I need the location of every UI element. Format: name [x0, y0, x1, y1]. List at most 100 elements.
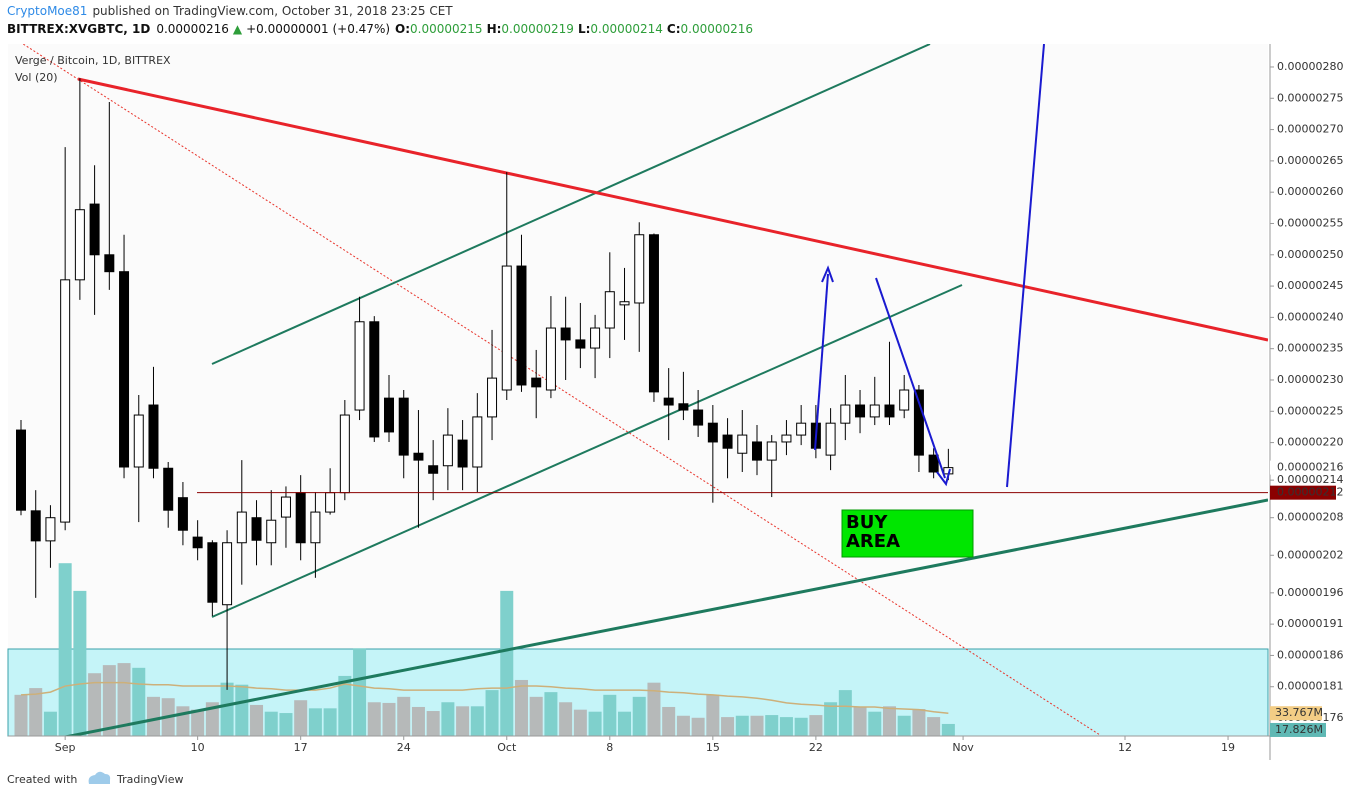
- y-tick-label: 0.00000260: [1277, 185, 1343, 198]
- x-tick-label: 15: [706, 741, 720, 754]
- candle-body: [457, 439, 468, 468]
- volume-title: Vol (20): [15, 71, 58, 84]
- candle-body: [545, 327, 556, 391]
- volume-bar: [294, 700, 308, 736]
- candle-body: [913, 389, 924, 456]
- volume-bar: [573, 709, 587, 736]
- volume-bar: [132, 667, 146, 736]
- y-tick-label: 0.00000240: [1277, 310, 1343, 323]
- volume-bar: [176, 706, 190, 736]
- volume-bar: [117, 663, 131, 736]
- volume-bar: [411, 706, 425, 736]
- volume-bar: [618, 711, 632, 736]
- volume-bar: [662, 706, 676, 736]
- y-tick-label: 0.00000225: [1277, 404, 1343, 417]
- volume-bar: [514, 679, 528, 736]
- level-label: 0.00000212: [1277, 486, 1343, 499]
- footer-brand[interactable]: TradingView: [116, 773, 183, 786]
- arrow-down-head: [936, 468, 951, 487]
- buy-area-label-holder: BUY AREA: [846, 512, 901, 552]
- candle-body: [339, 414, 350, 494]
- x-tick-label: 22: [809, 741, 823, 754]
- y-tick-label: 0.00000208: [1277, 511, 1343, 524]
- y-tick-label: 0.00000230: [1277, 373, 1343, 386]
- volume-bar: [382, 702, 396, 736]
- level-label-box: [1270, 485, 1336, 500]
- low-label: L:: [578, 22, 590, 36]
- low-value: 0.00000214: [590, 22, 663, 36]
- candle-body: [737, 434, 748, 454]
- candle-body: [781, 434, 792, 443]
- volume-bar: [853, 706, 867, 736]
- volume-bar: [529, 696, 543, 736]
- candle-body: [575, 339, 586, 349]
- candle-body: [119, 271, 130, 468]
- volume-bar: [912, 709, 926, 736]
- candle-body: [840, 404, 851, 424]
- candle-body: [104, 254, 115, 273]
- volume-bar: [647, 682, 661, 736]
- last-price-label: 0.00000216: [1277, 461, 1343, 474]
- volume-bar: [706, 694, 720, 736]
- y-tick-label: 0.00000265: [1277, 154, 1343, 167]
- candle-body: [148, 404, 159, 469]
- volume-bar: [603, 694, 617, 736]
- y-tick-label: 0.00000255: [1277, 216, 1343, 229]
- candle-body: [899, 389, 910, 411]
- candle-body: [207, 542, 218, 603]
- volume-bar: [632, 696, 646, 736]
- drawings: [22, 44, 1268, 736]
- projection-line: [1006, 44, 1045, 488]
- candle-body: [825, 422, 836, 456]
- resistance-line: [77, 77, 1268, 342]
- y-tick-label: 0.00000275: [1277, 91, 1343, 104]
- brand-logo[interactable]: [88, 771, 111, 784]
- volume-ma-box: [1270, 706, 1322, 721]
- candle-body: [398, 397, 409, 456]
- publish-line: CryptoMoe81 published on TradingView.com,…: [7, 4, 453, 18]
- volume-last-box: [1270, 722, 1326, 737]
- candle-body: [280, 496, 291, 518]
- last-price-box: [1270, 460, 1336, 475]
- volume-bar: [897, 715, 911, 736]
- x-tick-label: 8: [606, 741, 613, 754]
- buy-area-box: [841, 509, 974, 558]
- candle-body: [796, 422, 807, 436]
- volume-bar: [367, 702, 381, 736]
- plot-area: BUY AREA: [14, 44, 1268, 736]
- candle-body: [428, 465, 439, 474]
- candle-body: [707, 422, 718, 443]
- volume-bar: [927, 717, 941, 736]
- candle-body: [251, 517, 262, 541]
- volume-bar: [882, 706, 896, 736]
- volume-bar: [470, 706, 484, 736]
- symbol: BITTREX:XVGBTC, 1D: [7, 22, 150, 36]
- volume-bar: [205, 702, 219, 736]
- candle-body: [60, 279, 71, 523]
- candle-body: [693, 409, 704, 426]
- change: +0.00000001 (+0.47%): [246, 22, 390, 36]
- candle-body: [413, 452, 424, 461]
- candle-body: [222, 542, 233, 606]
- volume-bar: [338, 675, 352, 736]
- candle-body: [369, 321, 380, 438]
- buy-area-label: BUY AREA: [846, 512, 901, 552]
- support-line: [62, 498, 1268, 736]
- author-link[interactable]: CryptoMoe81: [7, 4, 87, 18]
- y-tick-label: 0.00000181: [1277, 680, 1343, 693]
- volume-bar: [264, 711, 278, 736]
- high-label: H:: [487, 22, 502, 36]
- y-tick-label: 0.00000191: [1277, 617, 1343, 630]
- volume-bar: [308, 708, 322, 736]
- volume-bar: [191, 709, 205, 736]
- volume-bar: [323, 708, 337, 736]
- y-tick-label: 0.00000245: [1277, 279, 1343, 292]
- volume-bar: [691, 717, 705, 736]
- x-tick-label: Oct: [497, 741, 517, 754]
- volume-bar: [588, 711, 602, 736]
- volume-bar: [941, 723, 955, 736]
- x-tick-label: 10: [191, 741, 205, 754]
- y-tick-label: 0.00000214: [1277, 473, 1343, 486]
- candle-body: [648, 234, 659, 393]
